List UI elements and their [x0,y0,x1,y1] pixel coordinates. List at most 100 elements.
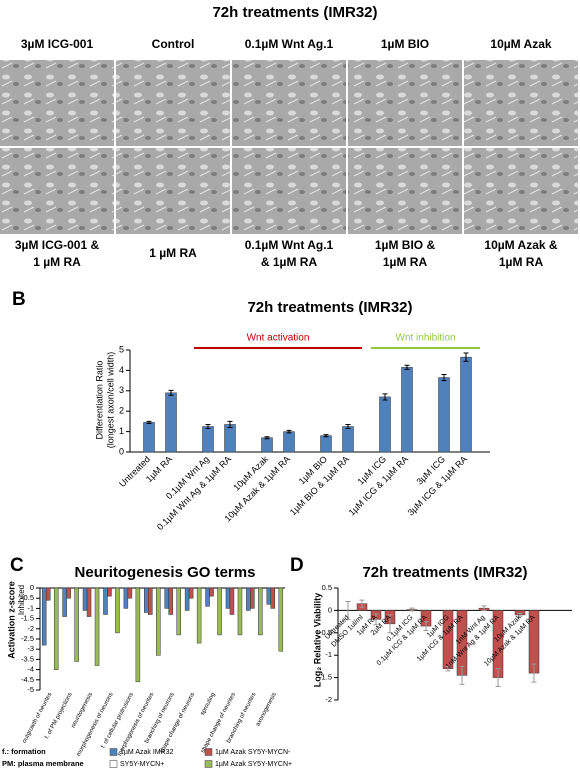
bar [342,426,354,453]
y-axis-label: Activation z-score [6,581,16,659]
bar [250,587,255,609]
micrograph [464,60,578,146]
error-bar [323,434,329,438]
row-label: 1µM RA [383,255,428,269]
bar [270,587,276,609]
legend-label: 1µM Azak SY5Y-MYCN+ [215,761,292,768]
bar [53,587,59,670]
x-tick-label: morphogenesis of neurites [117,692,155,757]
error-bar [146,420,152,424]
y-tick-label: 5 [119,344,124,354]
y-tick-label: -0.5 [319,628,332,637]
y-tick-label: -3 [27,644,34,653]
bar [184,587,190,611]
y-tick-label: -1 [27,603,34,612]
bar [224,424,236,453]
y-tick-label: 4 [119,365,124,375]
error-bar [441,373,447,382]
bar [165,392,177,453]
x-tick-label: morphogenesis of neurons [76,692,115,758]
bar [74,587,79,662]
bar [144,587,149,613]
error-bar [205,423,211,430]
x-tick-label: axonogenesis [255,692,278,728]
bar [379,396,391,453]
error-bar [264,436,270,440]
bar [94,587,100,666]
micrograph [232,60,346,146]
error-bar [286,429,292,434]
y-axis-label: (longest axon/cell width) [105,352,115,449]
annotation: Wnt activation [247,333,310,344]
error-bar [445,665,451,672]
y-tick-label: 2 [119,406,124,416]
legend-label: 1µM Azak SY5Y-MYCN- [215,749,291,756]
bar [401,367,413,453]
micrograph [464,148,578,234]
bar [209,587,214,597]
chart-title: Neuritogenesis GO terms [75,564,256,581]
x-tick-label: sprouting [200,692,217,717]
bar [176,587,181,636]
bar [320,435,332,453]
error-bar [463,352,469,362]
y-tick-label: -4 [27,665,34,674]
y-tick-label: -0.5 [21,593,34,602]
column-label: Control [152,37,195,51]
error-bar [345,423,351,430]
error-bar [387,614,393,634]
footnote: PM: plasma membrane [2,759,84,768]
micrograph [116,60,230,146]
annotation: Wnt inhibition [395,333,455,344]
y-axis-sublabel: Inhibited [17,585,26,615]
error-bar [495,668,501,688]
column-label: 0.1µM Wnt Ag.1 [245,37,334,51]
bar [205,587,210,607]
row-label: 1 µM RA [33,255,81,269]
error-bar [404,364,410,370]
error-bar [481,605,487,611]
y-tick-label: -2 [27,624,34,633]
row-label: 10µM Azak & [484,238,557,252]
bar [266,587,272,605]
micrograph [232,148,346,234]
row-label: 3µM ICG-001 & [15,238,100,252]
micrograph [348,148,462,234]
y-tick-label: -1.5 [21,614,34,623]
y-tick-label: 0 [119,446,124,456]
row-label: 1 µM RA [149,246,197,260]
bar [115,587,120,634]
legend-swatch [204,748,213,756]
bar [258,587,263,636]
bar [107,587,112,597]
bar [278,587,284,652]
bar [229,587,235,615]
row-label: 1µM BIO & [375,238,436,252]
column-label: 10µM Azak [490,37,551,51]
bar [438,377,450,453]
y-tick-label: 0 [328,605,332,614]
panel-label: B [12,289,26,310]
legend-swatch [109,748,118,756]
y-tick-label: -2.5 [21,634,34,643]
y-tick-label: 0 [30,583,34,592]
error-bar [345,600,351,620]
row-label: & 1µM RA [261,255,318,269]
bar [143,422,155,453]
y-tick-label: -2 [325,695,332,704]
column-label: 1µM BIO [381,37,429,51]
y-tick-label: 0.5 [322,583,332,592]
panel-label: C [10,555,24,576]
bar [41,587,47,646]
micrograph [0,148,114,234]
bar [156,587,161,656]
bar [86,587,92,617]
error-bar [459,665,465,685]
panel-label: D [290,555,304,576]
y-tick-label: -1 [325,650,332,659]
bar [217,587,222,636]
error-bar [373,613,379,626]
bar [202,426,214,453]
micrograph [348,60,462,146]
